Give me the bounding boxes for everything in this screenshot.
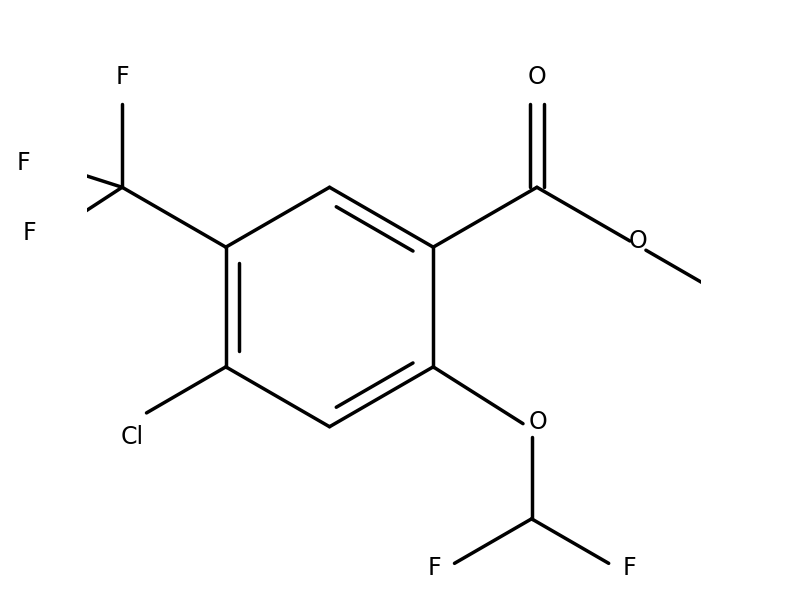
Text: F: F <box>623 556 636 580</box>
Text: F: F <box>427 556 441 580</box>
Text: F: F <box>115 65 129 89</box>
Text: O: O <box>527 65 546 89</box>
Text: Cl: Cl <box>121 426 144 449</box>
Text: O: O <box>529 410 547 434</box>
Text: F: F <box>23 221 36 246</box>
Text: O: O <box>629 229 647 253</box>
Text: F: F <box>17 150 30 175</box>
